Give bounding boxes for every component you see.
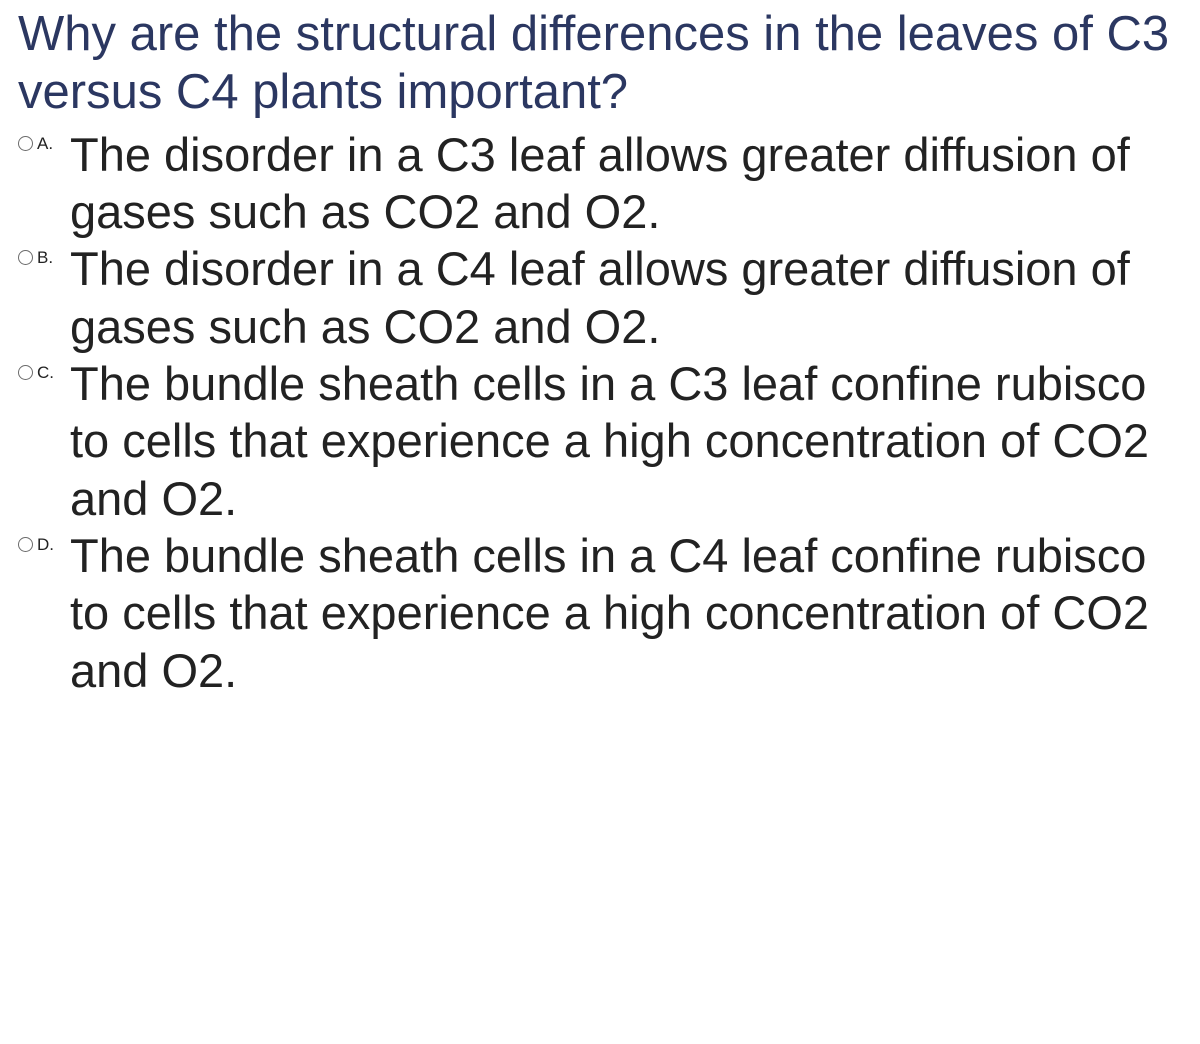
option-c-text: The bundle sheath cells in a C3 leaf con…	[70, 355, 1182, 527]
option-b[interactable]: B. The disorder in a C4 leaf allows grea…	[18, 240, 1182, 355]
option-b-text: The disorder in a C4 leaf allows greater…	[70, 240, 1182, 355]
quiz-page: Why are the structural differences in th…	[0, 0, 1200, 709]
radio-icon[interactable]	[18, 250, 33, 265]
option-b-radio-group[interactable]: B.	[18, 240, 70, 265]
option-a[interactable]: A. The disorder in a C3 leaf allows grea…	[18, 126, 1182, 241]
option-d-radio-group[interactable]: D.	[18, 527, 70, 552]
option-a-radio-group[interactable]: A.	[18, 126, 70, 151]
option-c-radio-group[interactable]: C.	[18, 355, 70, 380]
radio-icon[interactable]	[18, 365, 33, 380]
option-d-letter: D.	[37, 537, 54, 552]
option-a-text: The disorder in a C3 leaf allows greater…	[70, 126, 1182, 241]
radio-icon[interactable]	[18, 136, 33, 151]
question-text: Why are the structural differences in th…	[18, 6, 1182, 122]
option-d-text: The bundle sheath cells in a C4 leaf con…	[70, 527, 1182, 699]
option-b-letter: B.	[37, 250, 53, 265]
option-c[interactable]: C. The bundle sheath cells in a C3 leaf …	[18, 355, 1182, 527]
option-a-letter: A.	[37, 136, 53, 151]
option-d[interactable]: D. The bundle sheath cells in a C4 leaf …	[18, 527, 1182, 699]
options-list: A. The disorder in a C3 leaf allows grea…	[18, 126, 1182, 699]
radio-icon[interactable]	[18, 537, 33, 552]
option-c-letter: C.	[37, 365, 54, 380]
